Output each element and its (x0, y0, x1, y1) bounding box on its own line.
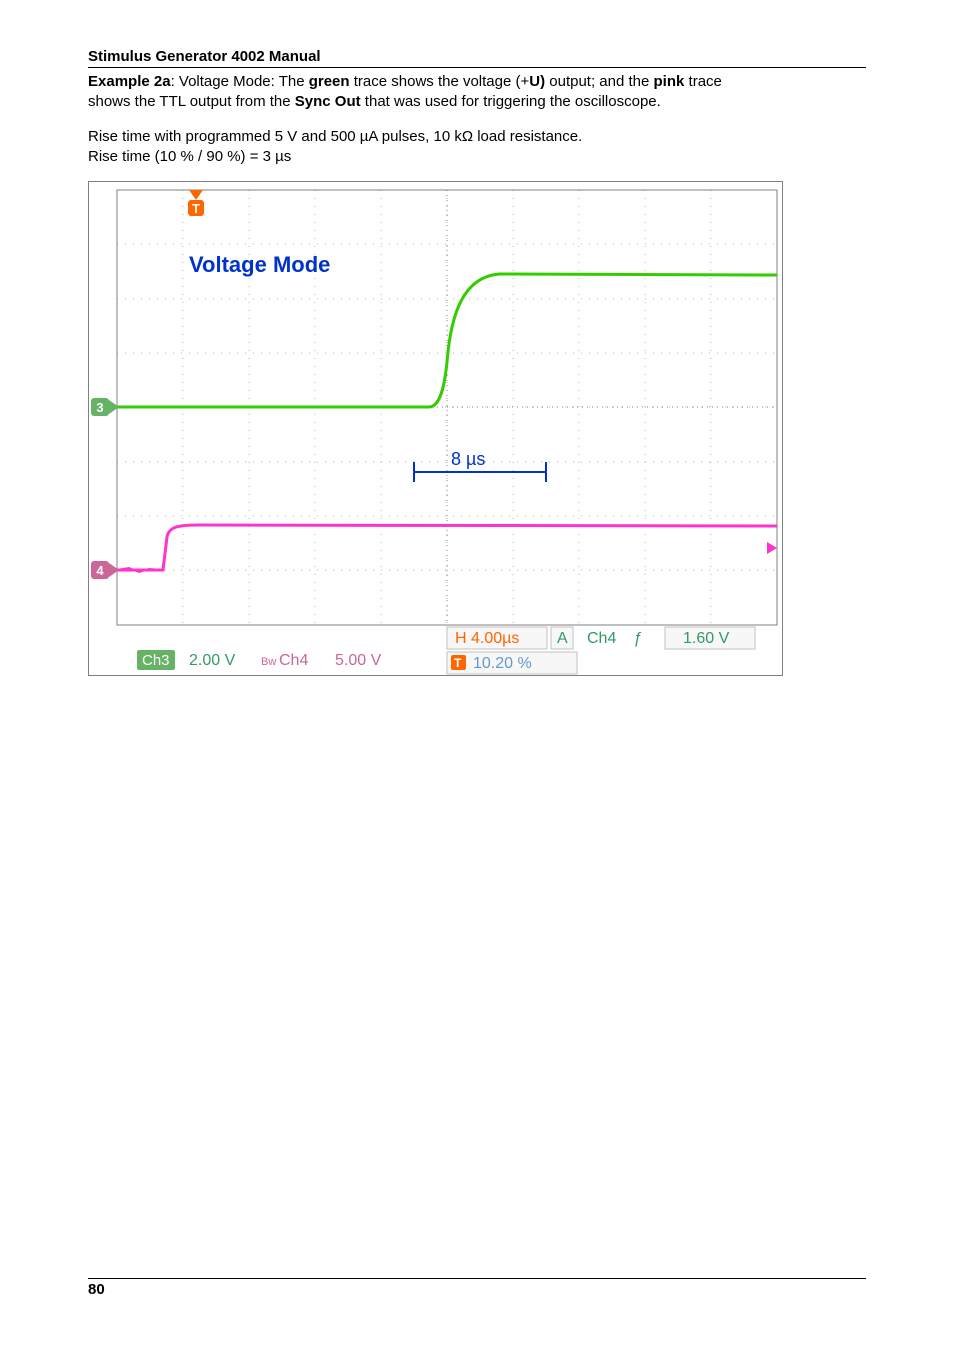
ch3-marker: 3 (91, 398, 119, 416)
rise-time-paragraph: Rise time with programmed 5 V and 500 µA… (88, 127, 866, 168)
svg-text:2.00 V: 2.00 V (189, 652, 236, 669)
svg-text:T: T (454, 656, 462, 670)
svg-text:H 4.00µs: H 4.00µs (455, 630, 519, 647)
svg-text:4: 4 (96, 563, 104, 578)
svg-text:3: 3 (96, 400, 103, 415)
svg-text:ƒ: ƒ (633, 630, 642, 647)
svg-text:Ch4: Ch4 (587, 630, 616, 647)
example-paragraph: Example 2a: Voltage Mode: The green trac… (88, 72, 866, 113)
readout-bar: H 4.00µs A Ch4 ƒ 1.60 V Ch3 2.00 V Bw Ch… (137, 627, 755, 674)
header-title: Stimulus Generator 4002 Manual (88, 48, 866, 68)
oscilloscope-screenshot: T 3 4 Voltage Mode (88, 181, 783, 676)
svg-text:5.00 V: 5.00 V (335, 652, 382, 669)
ch4-marker: 4 (91, 561, 119, 579)
svg-text:10.20 %: 10.20 % (473, 655, 532, 672)
svg-text:T: T (192, 201, 200, 216)
page-number: 80 (88, 1278, 866, 1298)
svg-text:1.60 V: 1.60 V (683, 630, 730, 647)
svg-text:8 µs: 8 µs (451, 449, 485, 469)
svg-text:Bw: Bw (261, 656, 276, 668)
svg-text:Ch4: Ch4 (279, 652, 308, 669)
example-label: Example 2a (88, 73, 171, 90)
svg-text:A: A (557, 630, 568, 647)
scope-title: Voltage Mode (189, 252, 330, 277)
svg-text:Ch3: Ch3 (142, 652, 170, 669)
